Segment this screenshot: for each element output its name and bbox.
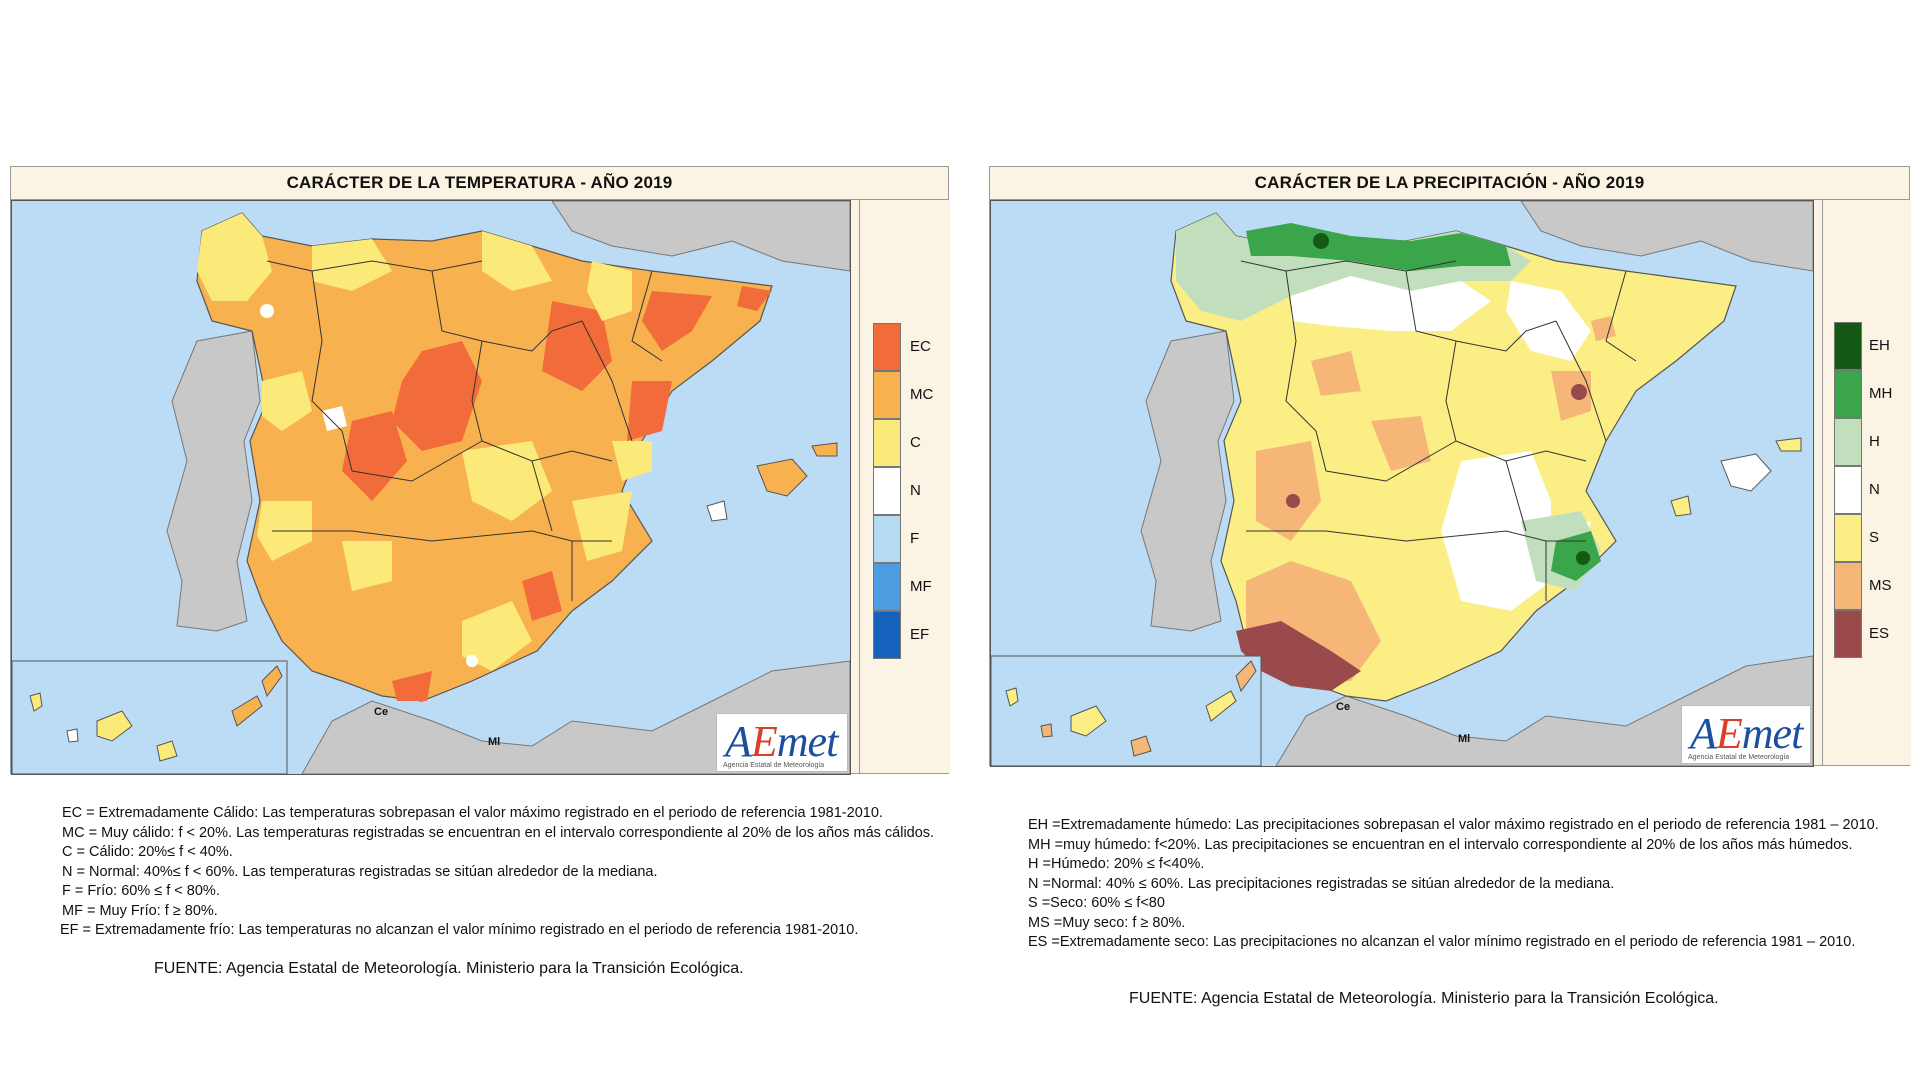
note-es: ES =Extremadamente seco: Las precipitaci…	[1028, 934, 1856, 950]
region-borders	[266, 260, 663, 601]
legend-swatch-ec	[873, 323, 901, 371]
note-ec: EC = Extremadamente Cálido: Las temperat…	[62, 805, 883, 821]
note-mf: MF = Muy Frío: f ≥ 80%.	[62, 902, 218, 919]
extremely-humid-spot	[1313, 233, 1329, 249]
precipitation-map-panel: CARÁCTER DE LA PRECIPITACIÓN - AÑO 2019	[989, 166, 1911, 767]
balearic-islands	[1670, 437, 1802, 517]
note-s: S =Seco: 60% ≤ f<80	[1028, 895, 1165, 911]
temperature-source: FUENTE: Agencia Estatal de Meteorología.…	[154, 960, 744, 977]
legend-label-es: ES	[1869, 625, 1890, 642]
portugal-landmass	[1140, 330, 1235, 632]
legend-label-c: C	[910, 434, 921, 451]
legend-label-n: N	[910, 482, 921, 499]
legend-swatch-n	[1834, 466, 1862, 514]
legend-label-mc: MC	[910, 386, 934, 403]
legend-label-ef: EF	[910, 626, 930, 643]
legend-label-ms: MS	[1869, 577, 1892, 594]
legend-label-s: S	[1869, 529, 1880, 546]
note-ms: MS =Muy seco: f ≥ 80%.	[1028, 914, 1186, 931]
aemet-logo-text: AEmet	[725, 717, 838, 766]
very-humid-areas	[1246, 223, 1511, 271]
ceuta-label: Ce	[374, 706, 389, 718]
note-n: N = Normal: 40%≤ f < 60%. Las temperatur…	[62, 863, 658, 880]
legend-swatch-f	[873, 515, 901, 563]
legend-label-eh: EH	[1869, 337, 1890, 354]
balearic-islands	[706, 442, 838, 522]
legend-label-h: H	[1869, 433, 1880, 450]
temperature-map-title: CARÁCTER DE LA TEMPERATURA - AÑO 2019	[11, 167, 948, 200]
region-borders	[1240, 260, 1637, 601]
legend-swatch-mf	[873, 563, 901, 611]
note-c: C = Cálido: 20%≤ f < 40%.	[62, 844, 233, 860]
melilla-label: Ml	[488, 736, 501, 748]
aemet-logo-subtitle: Agencia Estatal de Meteorología	[1688, 754, 1790, 761]
legend-swatch-s	[1834, 514, 1862, 562]
note-eh: EH =Extremadamente húmedo: Las precipita…	[1028, 817, 1879, 833]
aemet-logo-subtitle: Agencia Estatal de Meteorología	[723, 762, 825, 769]
extremely-warm-areas	[342, 286, 772, 701]
precipitation-notes: EH =Extremadamente húmedo: Las precipita…	[1028, 816, 1913, 953]
legend-swatch-n	[873, 467, 901, 515]
normal-spots	[260, 304, 478, 667]
legend-swatch-ms	[1834, 562, 1862, 610]
legend-swatch-es	[1834, 610, 1862, 658]
precipitation-source: FUENTE: Agencia Estatal de Meteorología.…	[1129, 990, 1719, 1007]
note-f: F = Frío: 60% ≤ f < 80%.	[62, 883, 220, 899]
temperature-legend: EC MC C N F MF EF	[859, 200, 950, 773]
extremely-dry-areas	[1236, 621, 1361, 691]
france-landmass	[551, 201, 850, 272]
very-humid-southeast	[1551, 531, 1601, 581]
temperature-map: Ce Ml AEmet Agencia Estatal de Meteorolo…	[11, 200, 851, 775]
legend-swatch-c	[873, 419, 901, 467]
legend-swatch-ef	[873, 611, 901, 659]
legend-swatch-mc	[873, 371, 901, 419]
portugal-landmass	[166, 330, 261, 632]
legend-label-ec: EC	[910, 338, 931, 355]
note-n: N =Normal: 40% ≤ 60%. Las precipitacione…	[1028, 875, 1615, 892]
legend-label-mh: MH	[1869, 385, 1893, 402]
temperature-notes: EC = Extremadamente Cálido: Las temperat…	[60, 804, 942, 941]
ceuta-label: Ce	[1336, 701, 1351, 713]
note-h: H =Húmedo: 20% ≤ f<40%.	[1028, 856, 1205, 872]
extremely-dry-spot-east	[1571, 384, 1587, 400]
note-mh: MH =muy húmedo: f<20%. Las precipitacion…	[1028, 836, 1853, 853]
france-landmass	[1520, 201, 1813, 272]
canary-islands	[29, 665, 283, 762]
aemet-logo: AEmet Agencia Estatal de Meteorología	[1681, 705, 1811, 764]
legend-label-f: F	[910, 530, 920, 547]
precipitation-legend: EH MH H N S MS ES	[1822, 200, 1911, 765]
extremely-humid-southeast	[1576, 551, 1590, 565]
canary-islands	[1005, 660, 1257, 757]
legend-swatch-eh	[1834, 322, 1862, 370]
aemet-logo-text: AEmet	[1690, 709, 1803, 758]
legend-swatch-mh	[1834, 370, 1862, 418]
note-mc: MC = Muy cálido: f < 20%. Las temperatur…	[62, 824, 935, 841]
precipitation-map-title: CARÁCTER DE LA PRECIPITACIÓN - AÑO 2019	[990, 167, 1909, 200]
extremely-dry-spot-west	[1286, 494, 1300, 508]
aemet-logo: AEmet Agencia Estatal de Meteorología	[716, 713, 848, 772]
temperature-map-panel: CARÁCTER DE LA TEMPERATURA - AÑO 2019	[10, 166, 950, 775]
precipitation-map-graphic	[991, 201, 1813, 766]
melilla-label: Ml	[1458, 733, 1471, 745]
precipitation-map: Ce Ml AEmet Agencia Estatal de Meteorolo…	[990, 200, 1814, 767]
africa-landmass	[301, 660, 850, 774]
legend-label-mf: MF	[910, 578, 932, 595]
legend-swatch-h	[1834, 418, 1862, 466]
temperature-map-graphic	[12, 201, 850, 774]
legend-label-n: N	[1869, 481, 1880, 498]
note-ef: EF = Extremadamente frío: Las temperatur…	[60, 922, 859, 938]
